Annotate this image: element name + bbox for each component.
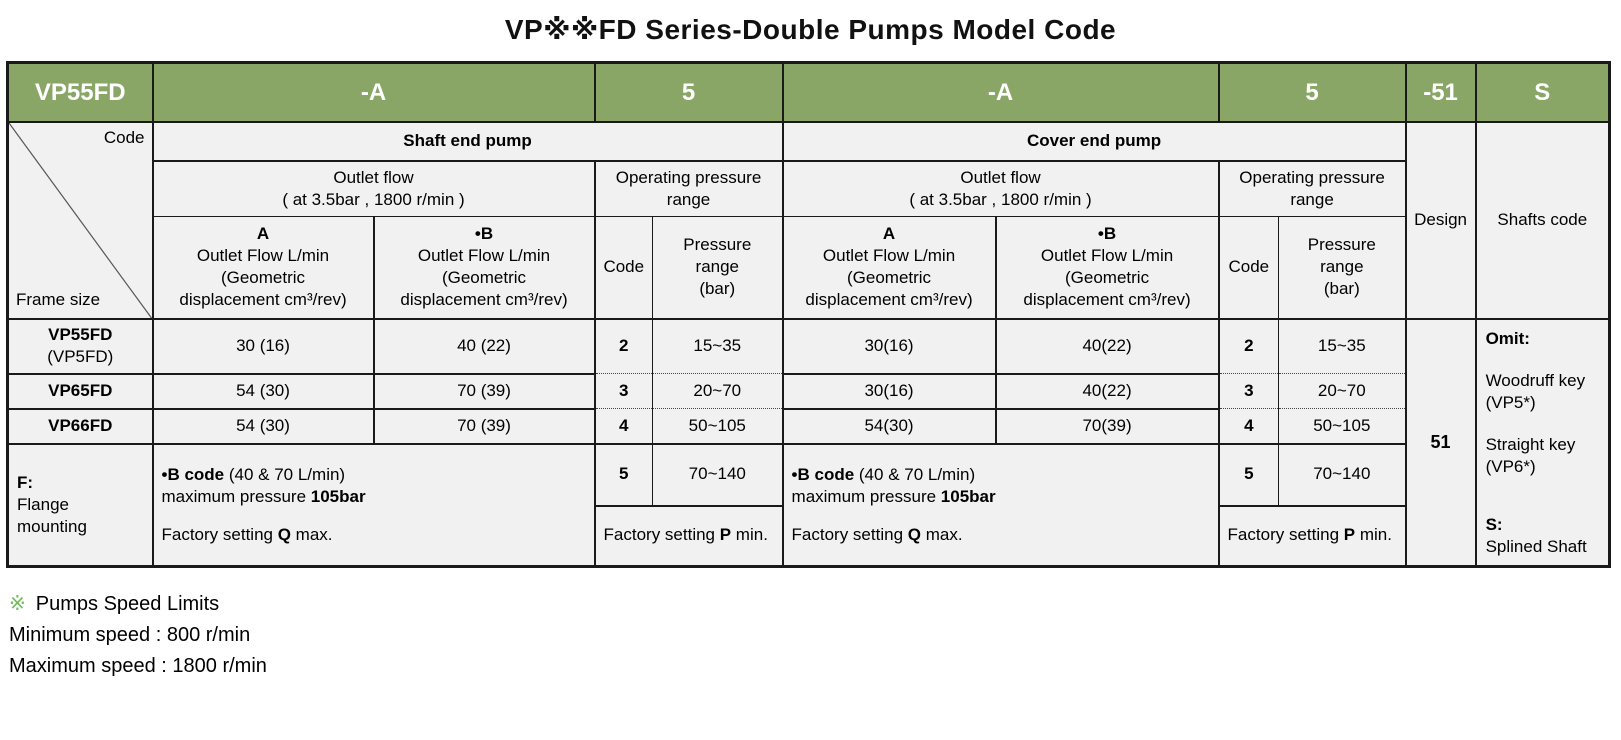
bottom-row-lower: Factory setting P min. Factory setting P… <box>8 504 1610 568</box>
cover-b-value: 40(22) <box>994 317 1220 375</box>
shaft-code-value: 2 <box>593 317 654 374</box>
page-title: VP※※FD Series-Double Pumps Model Code <box>504 14 1117 45</box>
shaft-pressure-header: Pressure range (bar) <box>652 216 784 320</box>
cover-b-value: 70(39) <box>994 407 1220 445</box>
cover-range-value: 70~140 <box>1278 442 1407 507</box>
shaft-factory-setting-cell: Factory setting P min. <box>593 504 784 568</box>
shafts-code-header: Shafts code <box>1474 120 1611 320</box>
shaft-col-a-header: A Outlet Flow L/min (Geometric displacem… <box>151 216 375 320</box>
shaft-b-value: 70 (39) <box>372 407 596 445</box>
cover-range-value: 20~70 <box>1278 373 1407 409</box>
cover-a-value: 54(30) <box>781 407 997 445</box>
woodruff-key-note: Woodruff key (VP5*) <box>1485 370 1586 412</box>
shaft-a-value: 54 (30) <box>151 372 375 410</box>
model-code-design: -51 <box>1404 61 1477 123</box>
bottom-row-upper: F: Flange mounting •B code (40 & 70 L/mi… <box>6 442 1610 568</box>
cover-range-value: 15~35 <box>1278 317 1407 374</box>
straight-key-note: Straight key (VP6*) <box>1485 434 1576 476</box>
model-code-shaft-pressure: 5 <box>593 61 784 123</box>
cover-col-b-header: •B Outlet Flow L/min (Geometric displace… <box>994 216 1220 320</box>
mounting-cell: F: Flange mounting <box>6 442 154 568</box>
section-cover-end-pump: Cover end pump <box>781 120 1407 162</box>
cover-code-value: 2 <box>1217 317 1280 374</box>
notes-title: Pumps Speed Limits <box>35 593 220 615</box>
design-header: Design <box>1404 120 1477 320</box>
notes-title-line: ※ Pumps Speed Limits <box>9 594 1621 614</box>
shaft-a-value: 54 (30) <box>151 407 375 445</box>
cover-operating-pressure-header: Operating pressure range <box>1217 159 1407 217</box>
shafts-code-content-cell: Omit: Woodruff key (VP5*) Straight key (… <box>1474 317 1611 568</box>
shaft-a-value: 30 (16) <box>151 317 375 375</box>
shaft-b-value: 40 (22) <box>372 317 596 375</box>
cover-code-header: Code <box>1217 216 1280 320</box>
shaft-b-value: 70 (39) <box>372 372 596 410</box>
model-code-table: VP55FD -A 5 -A 5 -51 S Code Frame size S… <box>6 61 1612 568</box>
column-header-row: A Outlet Flow L/min (Geometric displacem… <box>8 216 1610 320</box>
design-value-cell: 51 <box>1404 317 1477 568</box>
model-code-cover-pressure: 5 <box>1217 61 1407 123</box>
cover-code-value: 3 <box>1217 373 1280 409</box>
model-code-row: VP55FD -A 5 -A 5 -51 S <box>6 61 1611 123</box>
corner-code-label: Code <box>103 127 145 147</box>
frame-cell: VP65FD <box>6 372 154 410</box>
shaft-code-value: 5 <box>593 442 654 507</box>
cover-bcode-note-cell: •B code (40 & 70 L/min) maximum pressure… <box>781 442 1220 568</box>
model-code-frame: VP55FD <box>6 61 154 123</box>
shaft-operating-pressure-header: Operating pressure range <box>593 159 784 217</box>
cover-b-value: 40(22) <box>994 372 1220 410</box>
cover-a-value: 30(16) <box>781 317 997 375</box>
table-row-vp55fd: VP55FD (VP5FD) 30 (16) 40 (22) 2 15~35 3… <box>6 317 1611 568</box>
cover-outlet-flow-header: Outlet flow ( at 3.5bar , 1800 r/min ) <box>781 159 1220 217</box>
shaft-range-value: 70~140 <box>652 442 784 507</box>
frame-cell: VP66FD <box>6 407 154 445</box>
note-min-speed: Minimum speed : 800 r/min <box>9 624 251 646</box>
cover-code-value: 4 <box>1217 408 1280 445</box>
shaft-bcode-note-cell: •B code (40 & 70 L/min) maximum pressure… <box>151 442 596 568</box>
shaft-col-b-header: •B Outlet Flow L/min (Geometric displace… <box>372 216 596 320</box>
shaft-code-value: 3 <box>593 373 654 409</box>
shaft-range-value: 50~105 <box>652 408 784 445</box>
shaft-range-value: 15~35 <box>652 317 784 374</box>
splined-shaft-note: S: Splined Shaft <box>1485 514 1587 557</box>
model-code-cover-flow: -A <box>781 61 1220 123</box>
shaft-outlet-flow-header: Outlet flow ( at 3.5bar , 1800 r/min ) <box>151 159 596 217</box>
corner-frame-size-label: Frame size <box>16 290 101 310</box>
section-row: Code Frame size Shaft end pump Cover end… <box>6 120 1611 320</box>
shaft-code-header: Code <box>593 216 654 320</box>
table-row-vp65fd: VP65FD 54 (30) 70 (39) 3 20~70 30(16) 40… <box>6 372 1610 410</box>
cover-range-value: 50~105 <box>1278 408 1407 445</box>
cover-code-value: 5 <box>1217 442 1280 507</box>
notes-section: ※ Pumps Speed Limits Minimum speed : 800 … <box>9 594 1621 676</box>
shaft-range-value: 20~70 <box>652 373 784 409</box>
cover-a-value: 30(16) <box>781 372 997 410</box>
model-code-shafts: S <box>1474 61 1611 123</box>
cover-pressure-header: Pressure range (bar) <box>1278 216 1407 320</box>
cover-col-a-header: A Outlet Flow L/min (Geometric displacem… <box>781 216 997 320</box>
corner-cell: Code Frame size <box>6 120 154 320</box>
table-row-vp66fd: VP66FD 54 (30) 70 (39) 4 50~105 54(30) 7… <box>6 407 1610 445</box>
subheader-row: Outlet flow ( at 3.5bar , 1800 r/min ) O… <box>8 159 1610 217</box>
reference-mark-icon: ※ <box>9 593 26 615</box>
frame-cell: VP55FD (VP5FD) <box>6 317 154 375</box>
shaft-code-value: 4 <box>593 408 654 445</box>
model-code-shaft-flow: -A <box>151 61 596 123</box>
cover-factory-setting-cell: Factory setting P min. <box>1217 504 1407 568</box>
diagonal-divider <box>9 123 152 318</box>
section-shaft-end-pump: Shaft end pump <box>151 120 784 162</box>
note-max-speed: Maximum speed : 1800 r/min <box>9 655 267 677</box>
